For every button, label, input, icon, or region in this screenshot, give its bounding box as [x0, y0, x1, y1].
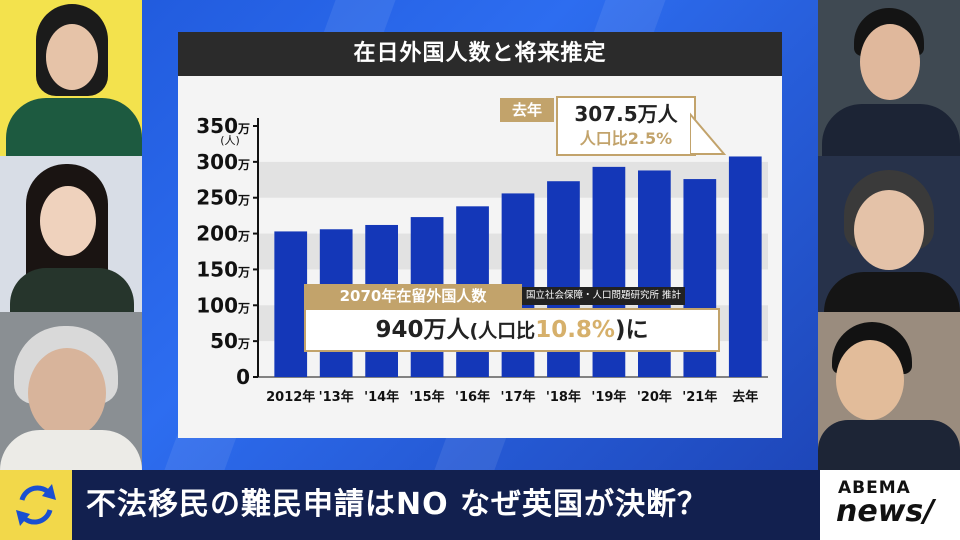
panelist-video-5: [818, 312, 960, 470]
chart-board: 在日外国人数と将来推定 0 50万 100万 150万 200万 250万 300万 350万…: [178, 32, 782, 438]
lastyear-ratio: 人口比2.5%: [579, 129, 673, 148]
y-tick-label: 0: [236, 365, 250, 389]
x-tick-label: '15年: [410, 389, 445, 405]
x-tick-label: 2012年: [266, 389, 315, 405]
y-tick-label: 150万: [196, 257, 250, 281]
x-tick-label: '18年: [546, 389, 581, 405]
projection-tag: 2070年在留外国人数: [304, 284, 522, 308]
x-tick-label: '13年: [319, 389, 354, 405]
callout-pointer: [690, 112, 727, 155]
refresh-loop-icon: [16, 484, 56, 526]
panelist-video-4: [818, 156, 960, 312]
chart-title: 在日外国人数と将来推定: [178, 32, 782, 76]
panelist-video-2: [0, 156, 142, 312]
x-tick-label: '16年: [455, 389, 490, 405]
lastyear-callout: 307.5万人 人口比2.5%: [556, 96, 696, 156]
abema-news-logo: ABEMA news/: [820, 470, 960, 540]
logo-line1: ABEMA: [838, 478, 911, 498]
bar: [728, 156, 762, 377]
news-headline: 不法移民の難民申請はNO なぜ英国が決断？: [72, 470, 820, 540]
panelist-video-1: [0, 0, 142, 156]
y-axis-unit: (人): [220, 134, 240, 147]
x-tick-label: '20年: [637, 389, 672, 405]
x-tick-label: '19年: [591, 389, 626, 405]
bar: [274, 231, 308, 377]
logo-line2: news/: [836, 494, 935, 529]
y-tick-label: 300万: [196, 150, 250, 174]
projection-main: 940万人: [375, 317, 470, 343]
lastyear-value: 307.5万人: [574, 102, 678, 126]
projection-paren-close: )に: [614, 317, 649, 343]
projection-source: 国立社会保障・人口問題研究所 推計: [522, 287, 686, 305]
y-tick-label: 250万: [196, 186, 250, 210]
y-tick-label: 200万: [196, 222, 250, 246]
anchor-video: [818, 0, 960, 156]
projection-paren-open: (人口比: [469, 320, 536, 342]
loop-badge: [0, 470, 72, 540]
y-tick-label: 350万: [196, 114, 250, 138]
x-tick-label: '21年: [682, 389, 717, 405]
y-tick-label: 100万: [196, 293, 250, 317]
x-tick-label: 去年: [732, 389, 758, 405]
projection-callout: 940万人(人口比10.8%)に: [304, 308, 720, 352]
lastyear-tag: 去年: [500, 98, 554, 122]
panelist-video-3: [0, 312, 142, 470]
grid-band: [258, 161, 768, 198]
y-tick-label: 50万: [210, 329, 250, 353]
x-tick-label: '14年: [364, 389, 399, 405]
x-tick-label: '17年: [500, 389, 535, 405]
projection-ratio: 10.8%: [535, 317, 615, 343]
